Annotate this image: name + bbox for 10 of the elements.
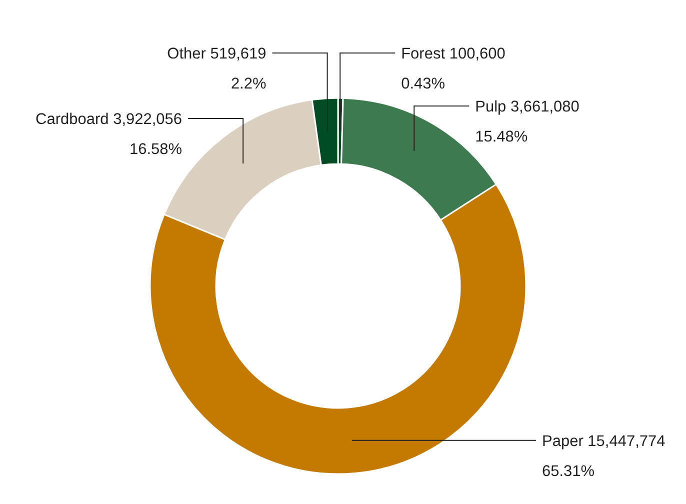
data-label: 15.48% [475,128,528,146]
data-label: 0.43% [401,75,446,92]
slice-label: Paper 15,447,774 [542,432,666,450]
data-label: 2.2% [230,75,266,92]
slice-label: Other 519,619 [167,45,266,62]
slice-label: Pulp 3,661,080 [475,98,580,116]
data-label: 16.58% [130,140,182,158]
slice-label: Forest 100,600 [401,45,506,62]
data-label: 65.31% [542,462,595,480]
slice-label: Cardboard 3,922,056 [36,110,182,128]
